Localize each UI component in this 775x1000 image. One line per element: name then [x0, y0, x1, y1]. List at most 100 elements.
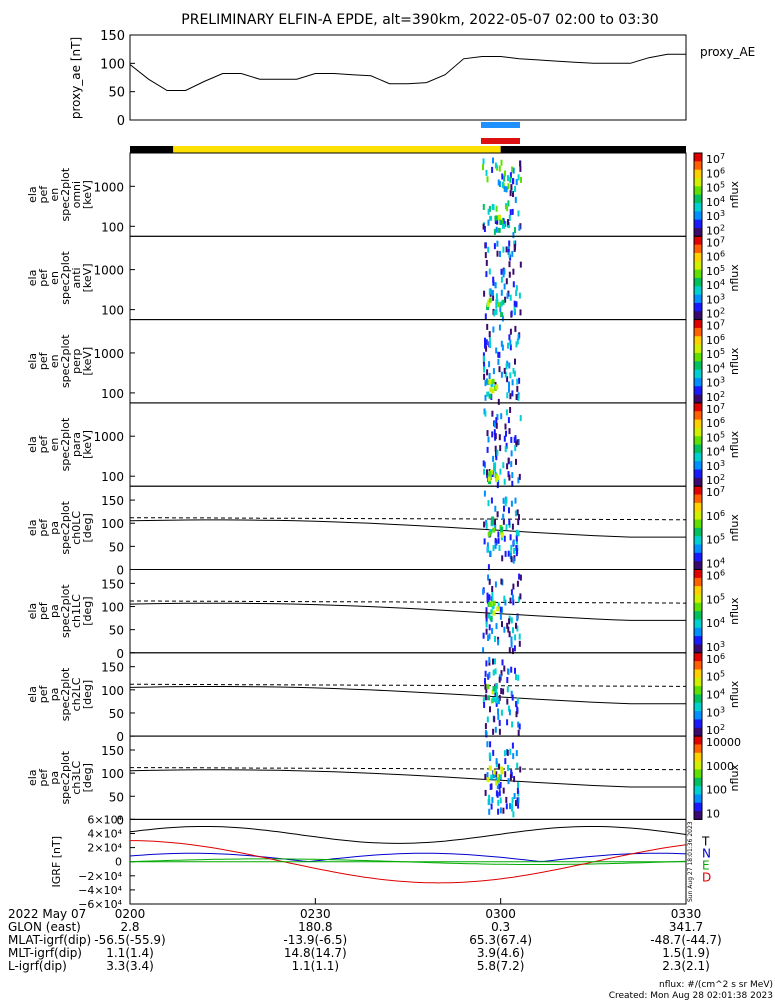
- spectrogram-ytick-label: 150: [101, 577, 124, 591]
- colorbar-tick-label: 105: [706, 533, 725, 547]
- spectrogram-pixel: [502, 497, 505, 504]
- spectrogram-pixel: [498, 324, 501, 331]
- spectrogram-pixel: [497, 358, 500, 365]
- spectrogram-pixel: [489, 741, 492, 748]
- spectrogram-pixel: [505, 186, 508, 193]
- spectrogram-pixel: [504, 221, 507, 227]
- colorbar-segment: [694, 577, 702, 587]
- spectrogram-pixel: [509, 339, 512, 346]
- spectrogram-pixel: [489, 215, 493, 221]
- spectrogram-pixel: [503, 478, 506, 485]
- spectrogram-pixel: [518, 473, 521, 480]
- colorbar-tick-label: 104: [706, 445, 725, 459]
- spectrogram-pixel: [517, 394, 520, 401]
- spectrogram-pixel: [496, 475, 500, 481]
- spectrogram-pixel: [512, 539, 515, 546]
- colorbar-tick-label: 107: [706, 319, 725, 333]
- spectrogram-pixel: [506, 719, 509, 726]
- spectrogram-pixel: [494, 162, 497, 169]
- spectrogram-pixel: [495, 539, 498, 546]
- xaxis-row-label: MLAT-igrf(dip): [8, 933, 91, 947]
- spectrogram-ylabel-line: pa: [48, 771, 61, 785]
- colorbar-tick-label: 107: [706, 485, 725, 499]
- colorbar-segment: [694, 761, 702, 770]
- spectrogram-pixel: [493, 466, 496, 472]
- spectrogram-pixel: [485, 259, 488, 266]
- spectrogram-pixel: [515, 394, 518, 400]
- spectrogram-pixel: [511, 166, 514, 173]
- spectrogram-ylabel-line: ela: [26, 686, 39, 703]
- spectrogram-ylabel-line: [deg]: [81, 596, 94, 625]
- spectrogram-pixel: [492, 455, 495, 462]
- colorbar-segment: [694, 294, 702, 304]
- spectrogram-pixel: [496, 482, 499, 489]
- spectrogram-pixel: [492, 368, 495, 375]
- spectrogram-pixel: [516, 338, 519, 345]
- spectrogram-pixel: [494, 658, 496, 665]
- spectrogram-pixel: [504, 371, 507, 378]
- spectrogram-pixel: [499, 468, 502, 475]
- colorbar-segment: [694, 752, 702, 762]
- spectrogram-ytick-label: 100: [101, 387, 124, 401]
- spectrogram-pixel: [501, 555, 504, 562]
- colorbar-tick-label: 105: [706, 264, 725, 278]
- spectrogram-pixel: [495, 205, 498, 212]
- spectrogram-pixel: [491, 597, 494, 603]
- igrf-ytick-label: 6×10⁴: [87, 813, 122, 826]
- spectrogram-pixel: [520, 176, 522, 183]
- colorbar-segment: [694, 261, 702, 271]
- spectrogram-pixel: [507, 457, 510, 464]
- spectrogram-ylabel-line: ela: [26, 436, 39, 453]
- spectrogram-ylabel-line: pef: [37, 601, 50, 620]
- colorbar-segment: [694, 527, 702, 537]
- spectrogram-pixel: [511, 379, 514, 386]
- spectrogram-frame-ch3LC: [129, 735, 687, 820]
- spectrogram-pixel: [508, 618, 511, 625]
- spectrogram-pixel: [489, 529, 493, 535]
- spectrogram-pixel: [495, 780, 499, 786]
- spectrogram-pixel: [488, 624, 491, 631]
- spectrogram-pixel: [486, 391, 490, 397]
- spectrogram-pixel: [517, 477, 520, 484]
- igrf-ytick-label: 0: [115, 856, 122, 869]
- spectrogram-ylabel-line: spec2plot: [59, 500, 72, 554]
- spectrogram-pixel: [489, 784, 492, 790]
- spectrogram-pixel: [517, 333, 520, 340]
- spectrogram-pixel: [497, 351, 500, 358]
- colorbar-label: nflux: [728, 597, 741, 625]
- colorbar-segment: [694, 186, 702, 196]
- spectrogram-pixel: [495, 347, 498, 354]
- spectrogram-pixel: [485, 621, 488, 628]
- spectrogram-pixel: [508, 507, 510, 514]
- spectrogram-pixel: [487, 564, 490, 571]
- spectrogram-pixel: [494, 309, 498, 315]
- plot-title: PRELIMINARY ELFIN-A EPDE, alt=390km, 202…: [181, 12, 658, 28]
- xaxis-row-value: -13.9(-6.5): [283, 933, 347, 947]
- xaxis-row-value: -48.7(-44.7): [650, 933, 721, 947]
- spectrogram-ytick-label: 1000: [93, 264, 124, 278]
- spectrogram-pixel: [488, 336, 491, 343]
- spectrogram-pixel: [514, 445, 517, 452]
- colorbar-segment: [694, 361, 702, 371]
- spectrogram-pixel: [492, 696, 496, 702]
- spectrogram-pixel: [498, 676, 501, 683]
- spectrogram-pixel: [517, 674, 520, 681]
- xaxis-row-value: 0230: [300, 907, 331, 921]
- spectrogram-ylabel-line: en: [48, 354, 61, 368]
- spectrogram-pixel: [493, 462, 497, 468]
- spectrogram-pixel: [491, 289, 494, 296]
- spectrogram-pixel: [513, 547, 516, 554]
- spectrogram-pixel: [483, 521, 486, 528]
- spectrogram-pixel: [511, 250, 514, 257]
- spectrogram-pixel: [495, 226, 498, 233]
- spectrogram-pixel: [490, 774, 494, 780]
- xaxis-row-value: 1.1(1.4): [106, 946, 154, 960]
- spectrogram-pixel: [488, 794, 491, 801]
- spectrogram-pixel: [488, 799, 491, 805]
- igrf-ytick-label: −4×10⁴: [78, 884, 122, 897]
- spectrogram-pixel: [496, 606, 500, 612]
- colorbar-segment: [694, 727, 702, 737]
- spectrogram-pixel: [508, 334, 511, 341]
- spectrogram-pixel: [515, 544, 518, 551]
